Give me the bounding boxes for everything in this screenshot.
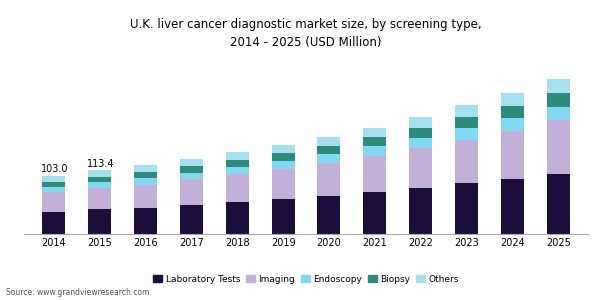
Bar xyxy=(317,154,340,163)
Bar xyxy=(501,93,524,106)
Bar xyxy=(226,202,248,234)
Bar xyxy=(547,120,569,174)
Bar xyxy=(88,188,111,209)
Bar xyxy=(134,165,157,172)
Bar xyxy=(547,79,569,93)
Text: 103.0: 103.0 xyxy=(41,164,69,174)
Bar xyxy=(180,179,203,205)
Bar xyxy=(317,163,340,196)
Bar xyxy=(501,179,524,234)
Bar xyxy=(272,161,295,169)
Bar xyxy=(409,128,432,138)
Bar xyxy=(547,107,569,120)
Bar xyxy=(409,148,432,188)
Bar xyxy=(455,140,478,183)
Bar xyxy=(180,205,203,234)
Text: 113.4: 113.4 xyxy=(87,158,115,169)
Bar xyxy=(501,130,524,179)
Bar xyxy=(226,167,248,174)
Bar xyxy=(272,199,295,234)
Bar xyxy=(88,170,111,177)
Bar xyxy=(226,152,248,160)
Bar xyxy=(43,187,65,192)
Bar xyxy=(272,153,295,161)
Bar xyxy=(501,106,524,118)
Bar xyxy=(455,183,478,234)
Bar xyxy=(43,176,65,182)
Bar xyxy=(547,174,569,234)
Bar xyxy=(180,159,203,166)
Bar xyxy=(272,145,295,153)
Bar xyxy=(455,128,478,140)
Bar xyxy=(455,105,478,117)
Bar xyxy=(409,117,432,128)
Bar xyxy=(409,188,432,234)
Bar xyxy=(501,118,524,130)
Bar xyxy=(455,117,478,128)
Bar xyxy=(364,128,386,137)
Bar xyxy=(88,177,111,182)
Bar xyxy=(88,209,111,234)
Bar xyxy=(134,172,157,178)
Bar xyxy=(317,196,340,234)
Bar xyxy=(364,156,386,192)
Bar xyxy=(134,184,157,208)
Bar xyxy=(43,192,65,212)
Legend: Laboratory Tests, Imaging, Endoscopy, Biopsy, Others: Laboratory Tests, Imaging, Endoscopy, Bi… xyxy=(150,271,462,287)
Bar xyxy=(180,166,203,173)
Bar xyxy=(134,178,157,184)
Bar xyxy=(364,137,386,146)
Bar xyxy=(134,208,157,234)
Bar xyxy=(226,160,248,167)
Text: Source: www.grandviewresearch.com: Source: www.grandviewresearch.com xyxy=(6,288,149,297)
Bar xyxy=(88,182,111,188)
Title: U.K. liver cancer diagnostic market size, by screening type,
2014 - 2025 (USD Mi: U.K. liver cancer diagnostic market size… xyxy=(130,18,482,49)
Bar xyxy=(317,137,340,146)
Bar xyxy=(364,146,386,156)
Bar xyxy=(43,212,65,234)
Bar xyxy=(317,146,340,154)
Bar xyxy=(226,174,248,202)
Bar xyxy=(180,173,203,179)
Bar xyxy=(364,192,386,234)
Bar xyxy=(547,93,569,107)
Bar xyxy=(409,138,432,148)
Bar xyxy=(272,169,295,199)
Bar xyxy=(43,182,65,187)
